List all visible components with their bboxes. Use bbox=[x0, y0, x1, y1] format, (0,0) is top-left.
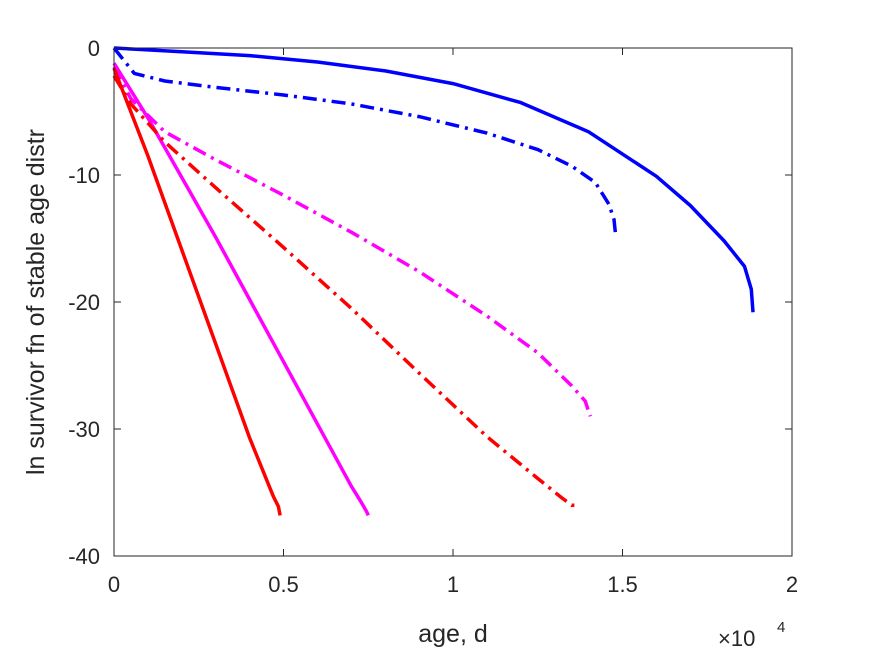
y-tick-label: -20 bbox=[68, 290, 100, 315]
y-tick-label: -40 bbox=[68, 544, 100, 569]
y-tick-label: 0 bbox=[88, 36, 100, 61]
plot-area bbox=[114, 48, 792, 556]
x-tick-label: 1 bbox=[447, 572, 459, 597]
series-layer bbox=[112, 46, 755, 517]
y-axis-label: ln survivor fn of stable age distr bbox=[22, 129, 50, 475]
y-tick-label: -10 bbox=[68, 163, 100, 188]
x-exponent-base: ×10 bbox=[718, 626, 755, 651]
tick-layer: 0 0.5 1 1.5 2 0 -10 -20 -30 -40 bbox=[68, 36, 798, 597]
x-exponent-power: 4 bbox=[777, 619, 785, 636]
x-axis-exponent: ×10 4 bbox=[718, 619, 785, 651]
x-tick-label: 0.5 bbox=[268, 572, 299, 597]
x-tick-label: 0 bbox=[108, 572, 120, 597]
y-tick-label: -30 bbox=[68, 417, 100, 442]
series-line-1 bbox=[113, 46, 755, 313]
series-line-5 bbox=[112, 67, 282, 516]
x-axis-label: age, d bbox=[418, 620, 488, 648]
x-tick-label: 2 bbox=[786, 572, 798, 597]
series-line-6 bbox=[112, 74, 579, 507]
x-tick-label: 1.5 bbox=[607, 572, 638, 597]
series-line-2 bbox=[112, 46, 618, 237]
series-line-3 bbox=[112, 62, 370, 517]
